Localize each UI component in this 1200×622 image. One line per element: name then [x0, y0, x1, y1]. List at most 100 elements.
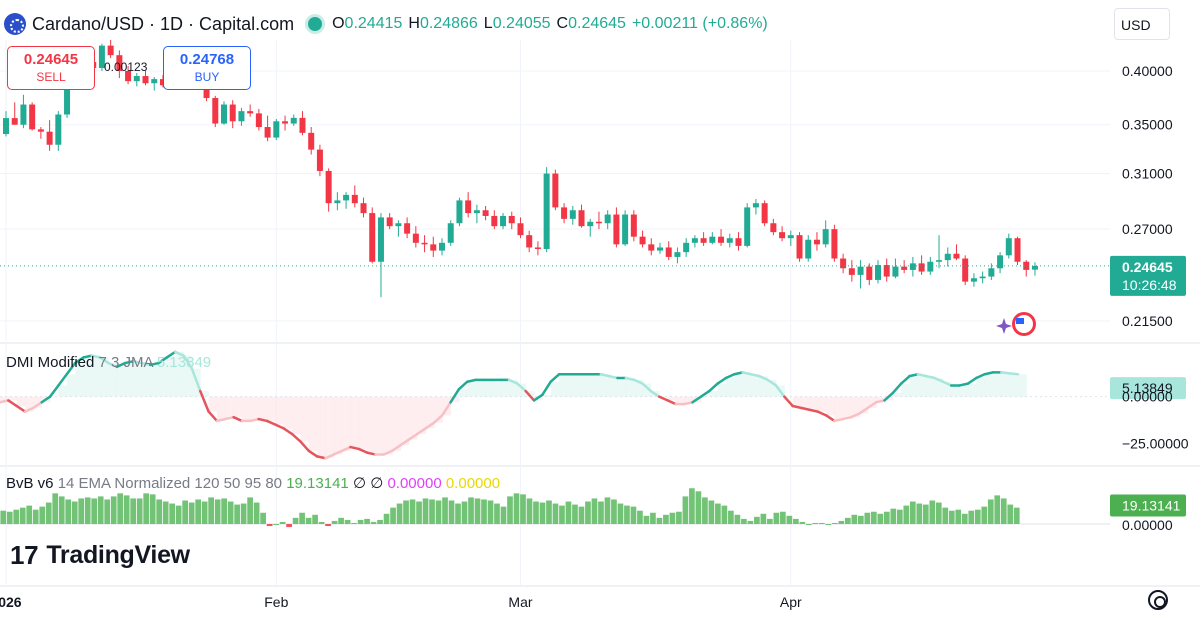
dmi-area: [0, 396, 9, 403]
candle-body: [805, 239, 812, 259]
bvb-bar: [786, 515, 793, 524]
candle-body: [779, 232, 786, 239]
candle-body: [962, 258, 969, 282]
dmi-area: [233, 396, 243, 418]
bvb-bar: [883, 511, 890, 524]
bvb-bar: [273, 524, 279, 525]
dmi-area: [750, 374, 760, 397]
bvb-legend[interactable]: BvB v6 14 EMA Normalized 120 50 95 80 19…: [6, 474, 500, 492]
dmi-area: [350, 396, 360, 448]
dmi-line-segment: [23, 406, 35, 413]
bvb-bar: [929, 500, 936, 524]
dmi-area: [592, 374, 602, 397]
dmi-line-segment: [15, 404, 27, 413]
dmi-line-segment: [858, 406, 870, 415]
dmi-area: [375, 396, 385, 455]
dmi-area: [8, 396, 18, 401]
bvb-bar: [279, 521, 286, 524]
dmi-area: [684, 396, 694, 405]
candle-body: [831, 229, 838, 259]
bvb-axis-value: 19.13141: [1122, 497, 1181, 513]
candle-body: [212, 98, 219, 124]
tradingview-logo-icon: 17: [10, 539, 39, 570]
candle-body: [700, 238, 707, 243]
symbol-title[interactable]: Cardano/USD · 1D · Capital.com: [32, 13, 295, 34]
candle-body: [770, 223, 777, 233]
candle-body: [665, 247, 672, 257]
high-value: 0.24866: [419, 15, 478, 32]
dmi-area: [400, 396, 410, 446]
dmi-line-segment: [941, 380, 953, 387]
dmi-area: [609, 376, 618, 397]
bvb-bar: [474, 498, 481, 524]
dmi-area: [976, 378, 986, 397]
bvb-bar: [916, 503, 923, 524]
dmi-area: [509, 379, 518, 397]
bvb-bar: [747, 520, 754, 524]
bvb-bar: [32, 509, 39, 524]
cardano-logo-icon: [4, 13, 26, 35]
dmi-line-segment: [841, 415, 853, 421]
candle-body: [630, 214, 637, 237]
dmi-area: [183, 355, 193, 397]
bvb-value-badge: [1110, 494, 1186, 517]
bvb-bar: [188, 502, 195, 524]
dmi-line-segment: [983, 371, 995, 376]
tradingview-logo[interactable]: 17 TradingView: [10, 540, 190, 570]
dmi-line-segment: [883, 391, 895, 402]
dmi-legend[interactable]: DMI Modified 7 3 JMA 5.13849: [6, 354, 211, 371]
bvb-bar: [896, 509, 903, 524]
dmi-area: [166, 357, 176, 397]
currency-selector[interactable]: USD: [1114, 8, 1170, 40]
bvb-bar: [429, 499, 435, 524]
ohlc-close: C0.24645: [557, 15, 626, 33]
dmi-line-segment: [866, 401, 878, 410]
bvb-bar: [909, 501, 916, 524]
bvb-bar: [468, 497, 474, 524]
dmi-area: [383, 396, 393, 455]
candle-body: [133, 76, 140, 82]
dmi-line-segment: [299, 440, 310, 453]
settings-gear-icon[interactable]: [1148, 590, 1168, 610]
bvb-bar: [104, 499, 111, 524]
bvb-bar: [344, 519, 351, 524]
dmi-line-segment: [148, 361, 160, 367]
candle-body: [517, 223, 524, 236]
dmi-line-segment: [90, 354, 102, 359]
dmi-area: [876, 396, 885, 403]
buy-button[interactable]: 0.24768 BUY: [163, 46, 251, 90]
dmi-area: [458, 389, 468, 397]
bvb-bar: [312, 514, 318, 524]
sell-button[interactable]: 0.24645 SELL: [7, 46, 95, 90]
bvb-bar: [987, 499, 994, 524]
dmi-area: [258, 396, 268, 420]
candle-body: [683, 242, 690, 253]
dmi-area: [300, 396, 310, 442]
market-status-icon[interactable]: [308, 17, 323, 31]
bvb-bar: [19, 507, 26, 524]
dmi-line-segment: [799, 406, 811, 411]
candle-body: [55, 114, 62, 145]
candle-body: [822, 229, 829, 245]
dmi-area: [108, 363, 118, 397]
dmi-line-segment: [774, 384, 786, 398]
candle-body: [316, 149, 323, 171]
candle-body: [752, 203, 759, 208]
candle-body: [997, 255, 1004, 269]
dmi-area: [867, 396, 877, 408]
bvb-bar: [890, 508, 897, 524]
buy-price: 0.24768: [179, 51, 235, 68]
bvb-bar: [201, 501, 208, 524]
bvb-bar: [214, 499, 221, 524]
dmi-line-segment: [199, 389, 210, 413]
dmi-area: [892, 392, 902, 397]
dmi-line-segment: [249, 417, 260, 423]
ohlc-high: H0.24866: [408, 15, 477, 33]
bvb-bar: [318, 521, 325, 524]
dmi-line-segment: [758, 374, 769, 382]
dmi-area: [83, 357, 93, 397]
bvb-bar: [234, 504, 240, 524]
dmi-area: [1018, 374, 1027, 397]
